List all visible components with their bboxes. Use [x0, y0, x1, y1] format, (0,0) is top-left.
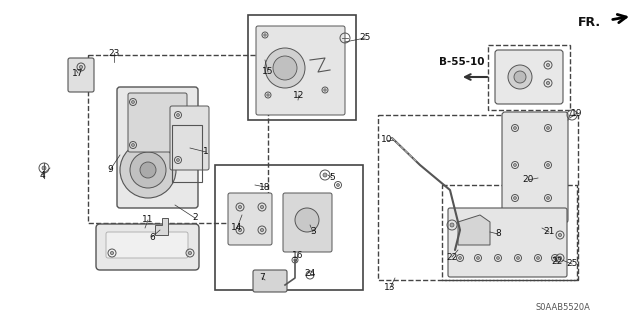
Text: 4: 4	[39, 170, 45, 180]
Text: 2: 2	[192, 213, 198, 222]
Circle shape	[239, 228, 242, 232]
Circle shape	[514, 127, 516, 130]
Text: 5: 5	[329, 174, 335, 182]
Circle shape	[514, 71, 526, 83]
Circle shape	[295, 208, 319, 232]
Circle shape	[450, 223, 454, 227]
Circle shape	[294, 259, 296, 261]
Circle shape	[477, 256, 479, 259]
Circle shape	[536, 256, 540, 259]
Circle shape	[497, 256, 499, 259]
FancyBboxPatch shape	[106, 232, 188, 258]
Text: 16: 16	[292, 250, 304, 259]
Polygon shape	[155, 218, 168, 235]
Circle shape	[558, 234, 562, 237]
Circle shape	[130, 152, 166, 188]
Circle shape	[514, 164, 516, 167]
Circle shape	[508, 65, 532, 89]
Circle shape	[273, 56, 297, 80]
Text: 14: 14	[231, 224, 243, 233]
Text: 1: 1	[203, 147, 209, 157]
Circle shape	[188, 251, 191, 255]
Circle shape	[514, 197, 516, 199]
Circle shape	[260, 228, 264, 232]
FancyBboxPatch shape	[448, 208, 567, 277]
Text: 17: 17	[72, 69, 84, 78]
Text: 22: 22	[552, 257, 563, 266]
Circle shape	[132, 100, 134, 103]
Text: 3: 3	[310, 227, 316, 236]
Text: 15: 15	[262, 68, 274, 77]
Circle shape	[558, 256, 562, 260]
Circle shape	[324, 89, 326, 91]
Circle shape	[120, 142, 176, 198]
Text: 25: 25	[359, 33, 371, 42]
Circle shape	[323, 173, 327, 177]
FancyBboxPatch shape	[253, 270, 287, 292]
Text: 10: 10	[381, 136, 393, 145]
Text: 21: 21	[543, 227, 555, 236]
Text: 24: 24	[305, 269, 316, 278]
Circle shape	[267, 94, 269, 96]
Text: 11: 11	[142, 216, 154, 225]
FancyBboxPatch shape	[170, 106, 209, 170]
Text: 23: 23	[108, 48, 120, 57]
Circle shape	[547, 127, 549, 130]
Circle shape	[177, 114, 179, 116]
Circle shape	[264, 34, 266, 36]
Circle shape	[111, 251, 114, 255]
Circle shape	[516, 256, 520, 259]
FancyBboxPatch shape	[228, 193, 272, 245]
Circle shape	[260, 205, 264, 209]
Circle shape	[177, 159, 179, 161]
Text: 13: 13	[384, 284, 396, 293]
Polygon shape	[458, 215, 490, 245]
FancyBboxPatch shape	[502, 112, 568, 223]
FancyBboxPatch shape	[96, 224, 199, 270]
Circle shape	[239, 205, 242, 209]
FancyBboxPatch shape	[68, 58, 94, 92]
Text: 22: 22	[446, 253, 458, 262]
Circle shape	[547, 63, 550, 67]
FancyBboxPatch shape	[495, 50, 563, 104]
Circle shape	[79, 65, 83, 69]
FancyBboxPatch shape	[256, 26, 345, 115]
Circle shape	[547, 197, 549, 199]
Text: 25: 25	[566, 259, 578, 269]
Text: 6: 6	[149, 233, 155, 241]
Text: FR.: FR.	[578, 16, 601, 28]
Circle shape	[547, 164, 549, 167]
Text: 9: 9	[107, 166, 113, 174]
Text: B-55-10: B-55-10	[439, 57, 484, 67]
Circle shape	[132, 144, 134, 146]
Circle shape	[547, 81, 550, 85]
Circle shape	[140, 162, 156, 178]
Text: 7: 7	[259, 273, 265, 283]
Text: 12: 12	[293, 91, 305, 100]
Circle shape	[459, 256, 461, 259]
Text: 8: 8	[495, 229, 501, 239]
Circle shape	[42, 166, 46, 170]
Circle shape	[265, 48, 305, 88]
Text: 19: 19	[572, 108, 583, 117]
FancyBboxPatch shape	[128, 93, 187, 152]
Circle shape	[554, 256, 556, 259]
Text: S0AAB5520A: S0AAB5520A	[535, 303, 590, 313]
FancyBboxPatch shape	[117, 87, 198, 208]
FancyBboxPatch shape	[283, 193, 332, 252]
Text: 18: 18	[259, 182, 271, 191]
Circle shape	[337, 184, 339, 186]
Text: 20: 20	[522, 175, 534, 184]
